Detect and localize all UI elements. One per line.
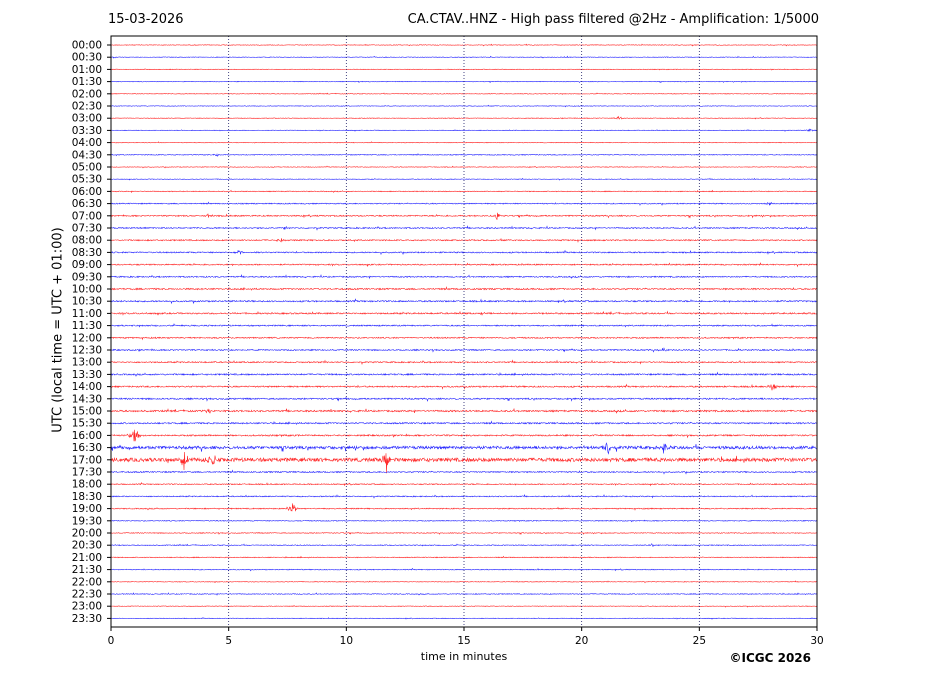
y-tick-label: 04:00 — [72, 137, 102, 149]
y-axis-label: UTC (local time = UTC + 01:00) — [50, 227, 66, 433]
y-tick-label: 23:30 — [72, 613, 102, 625]
trace-1900 — [110, 503, 818, 512]
trace-1330 — [110, 371, 818, 377]
y-tick-label: 19:30 — [72, 515, 102, 527]
y-tick-label: 14:00 — [72, 381, 102, 393]
y-tick-label: 15:00 — [72, 406, 102, 418]
trace-0630 — [110, 201, 818, 206]
y-tick-label: 08:30 — [72, 247, 102, 259]
y-tick-label: 22:30 — [72, 589, 102, 601]
y-tick-label: 20:00 — [72, 528, 102, 540]
y-tick-label: 18:00 — [72, 479, 102, 491]
y-tick-label: 21:30 — [72, 564, 102, 576]
x-tick-label: 10 — [340, 635, 353, 647]
x-tick-label: 0 — [108, 635, 115, 647]
y-tick-label: 02:30 — [72, 101, 102, 113]
y-tick-label: 01:00 — [72, 64, 102, 76]
y-tick-label: 09:30 — [72, 271, 102, 283]
y-tick-label: 07:00 — [72, 210, 102, 222]
trace-1030 — [110, 298, 818, 305]
y-tick-label: 19:00 — [72, 503, 102, 515]
y-tick-label: 17:00 — [72, 454, 102, 466]
y-tick-label: 15:30 — [72, 418, 102, 430]
y-tick-label: 20:30 — [72, 540, 102, 552]
y-tick-label: 11:30 — [72, 320, 102, 332]
y-tick-label: 21:00 — [72, 552, 102, 564]
trace-1730 — [110, 469, 818, 475]
x-tick-label: 15 — [457, 635, 470, 647]
y-tick-label: 12:30 — [72, 345, 102, 357]
y-tick-label: 07:30 — [72, 223, 102, 235]
trace-0530 — [110, 177, 818, 181]
trace-2030 — [110, 543, 818, 547]
plot-frame — [110, 35, 818, 628]
x-tick-label: 20 — [575, 635, 588, 647]
gridlines-group — [228, 36, 700, 627]
y-tick-label: 00:00 — [72, 40, 102, 52]
y-tick-label: 05:30 — [72, 174, 102, 186]
y-axis: 00:0000:3001:0001:3002:0002:3003:0003:30… — [72, 40, 111, 625]
y-tick-label: 10:00 — [72, 284, 102, 296]
y-tick-label: 08:00 — [72, 235, 102, 247]
y-tick-label: 22:00 — [72, 576, 102, 588]
trace-0430 — [110, 153, 818, 157]
trace-1830 — [110, 494, 818, 499]
trace-1300 — [110, 359, 818, 365]
x-axis-label: time in minutes — [420, 650, 508, 663]
y-tick-label: 13:00 — [72, 357, 102, 369]
y-tick-label: 23:00 — [72, 601, 102, 613]
y-tick-label: 02:00 — [72, 88, 102, 100]
trace-1200 — [110, 336, 818, 341]
x-axis: 0 5 10 15 20 25 30 — [108, 627, 824, 647]
trace-1700 — [110, 451, 818, 474]
y-tick-label: 01:30 — [72, 76, 102, 88]
y-tick-label: 09:00 — [72, 259, 102, 271]
trace-2000 — [110, 531, 818, 535]
trace-1400 — [110, 383, 818, 391]
y-tick-label: 14:30 — [72, 393, 102, 405]
trace-1930 — [110, 519, 818, 523]
trace-1000 — [110, 286, 818, 291]
x-tick-label: 25 — [693, 635, 706, 647]
trace-0400 — [110, 141, 818, 144]
y-tick-label: 10:30 — [72, 296, 102, 308]
y-tick-label: 06:00 — [72, 186, 102, 198]
trace-0330 — [110, 128, 818, 132]
y-tick-label: 17:30 — [72, 467, 102, 479]
y-tick-label: 03:30 — [72, 125, 102, 137]
trace-2100 — [110, 555, 818, 559]
traces-group — [110, 43, 818, 620]
y-tick-label: 00:30 — [72, 52, 102, 64]
y-tick-label: 03:00 — [72, 113, 102, 125]
trace-1530 — [110, 420, 818, 425]
x-tick-label: 30 — [810, 635, 823, 647]
y-tick-label: 04:30 — [72, 149, 102, 161]
date-label: 15-03-2026 — [108, 12, 184, 27]
trace-1130 — [110, 323, 818, 328]
trace-1230 — [110, 347, 818, 353]
y-tick-label: 11:00 — [72, 308, 102, 320]
y-tick-label: 05:00 — [72, 162, 102, 174]
y-tick-label: 06:30 — [72, 198, 102, 210]
trace-1500 — [110, 407, 818, 414]
trace-1800 — [110, 482, 818, 487]
x-tick-label: 5 — [225, 635, 232, 647]
y-tick-label: 16:30 — [72, 442, 102, 454]
trace-0600 — [110, 189, 818, 194]
y-tick-label: 18:30 — [72, 491, 102, 503]
chart-title: CA.CTAV..HNZ - High pass filtered @2Hz -… — [407, 12, 819, 27]
y-tick-label: 12:00 — [72, 332, 102, 344]
y-tick-label: 13:30 — [72, 369, 102, 381]
trace-2230 — [110, 592, 818, 596]
copyright-label: ©ICGC 2026 — [729, 651, 811, 665]
trace-0500 — [110, 165, 818, 169]
y-tick-label: 16:00 — [72, 430, 102, 442]
